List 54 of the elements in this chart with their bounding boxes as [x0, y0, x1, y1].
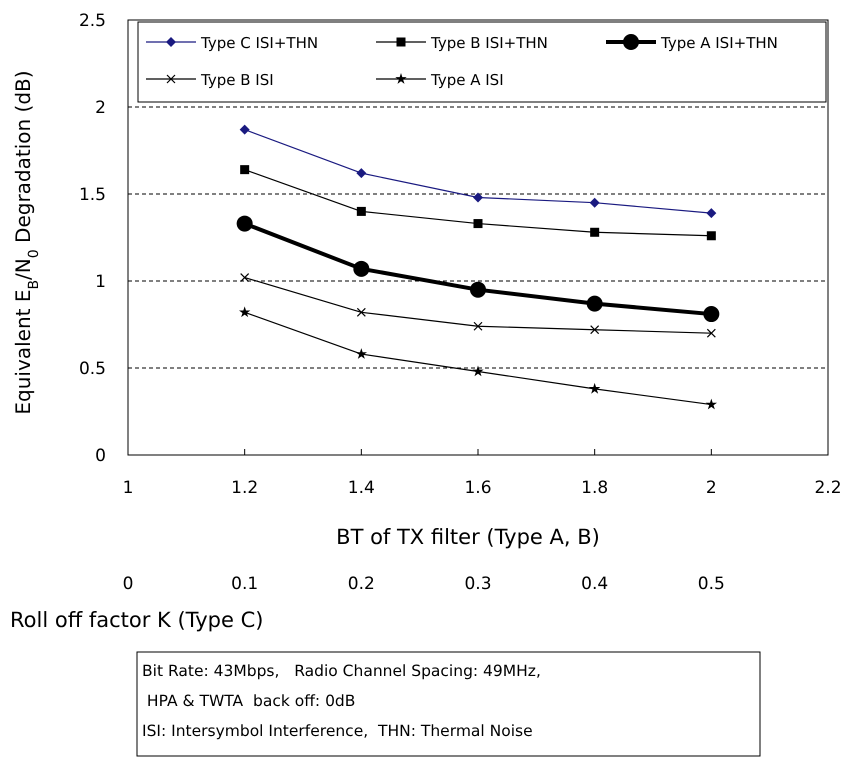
x-tick-label: 2 — [706, 478, 717, 498]
point — [706, 398, 718, 410]
x2-tick-label: 0 — [122, 574, 134, 594]
legend-label: Type B ISI+THN — [430, 34, 548, 52]
point — [240, 165, 250, 174]
x2-tick-label: 0.3 — [464, 574, 492, 594]
point — [356, 308, 366, 317]
text: HPA & TWTA back off: 0dB — [142, 692, 356, 710]
legend-label: Type A ISI — [430, 71, 504, 89]
point — [706, 328, 716, 338]
y-tick-label: 1.5 — [78, 185, 106, 205]
point — [586, 296, 603, 312]
point — [353, 260, 370, 277]
text: ISI: Intersymbol Interference, THN: Thermal Noise — [142, 722, 533, 740]
point — [356, 168, 366, 178]
point — [706, 231, 716, 240]
point — [238, 306, 250, 318]
point — [474, 219, 482, 228]
point — [236, 216, 253, 232]
point — [240, 124, 250, 135]
point — [356, 348, 368, 359]
point — [703, 306, 720, 322]
point — [240, 272, 250, 282]
x-tick-label: 2.2 — [814, 478, 842, 498]
point — [590, 325, 600, 334]
x-tick-label: 1.8 — [581, 478, 608, 498]
x-tick-label: 1.2 — [231, 478, 258, 498]
y-tick-label: 0.5 — [78, 359, 106, 379]
point — [473, 322, 483, 331]
point — [590, 198, 600, 208]
point — [473, 192, 483, 202]
point — [706, 208, 716, 218]
y-tick-label: 1 — [95, 272, 106, 292]
legend-label: Type A ISI+THN — [660, 34, 778, 52]
point — [590, 228, 600, 237]
x2-tick-label: 0.5 — [698, 574, 725, 594]
x2-tick-label: 0.4 — [581, 574, 608, 594]
point — [356, 206, 366, 216]
point — [588, 382, 600, 394]
y-tick-label: 2 — [95, 98, 106, 118]
legend-label: Type B ISI — [200, 71, 274, 89]
x2-axis-title: Roll off factor K (Type C) — [10, 608, 264, 632]
point — [470, 282, 486, 298]
x-axis-title: BT of TX filter (Type A, B) — [336, 525, 600, 549]
point — [472, 366, 484, 376]
y-tick-label: 0 — [95, 446, 106, 466]
legend-label: Type C ISI+THN — [200, 34, 318, 52]
x2-tick-label: 0.2 — [348, 574, 375, 594]
x2-tick-label: 0.1 — [231, 574, 258, 594]
x-tick-label: 1 — [122, 478, 134, 498]
x-tick-label: 1.6 — [464, 478, 492, 498]
y-tick-label: 2.5 — [78, 11, 106, 31]
x-tick-label: 1.4 — [348, 478, 375, 498]
text: Bit Rate: 43Mbps, Radio Channel Spacing: 49MHz, — [142, 662, 541, 680]
